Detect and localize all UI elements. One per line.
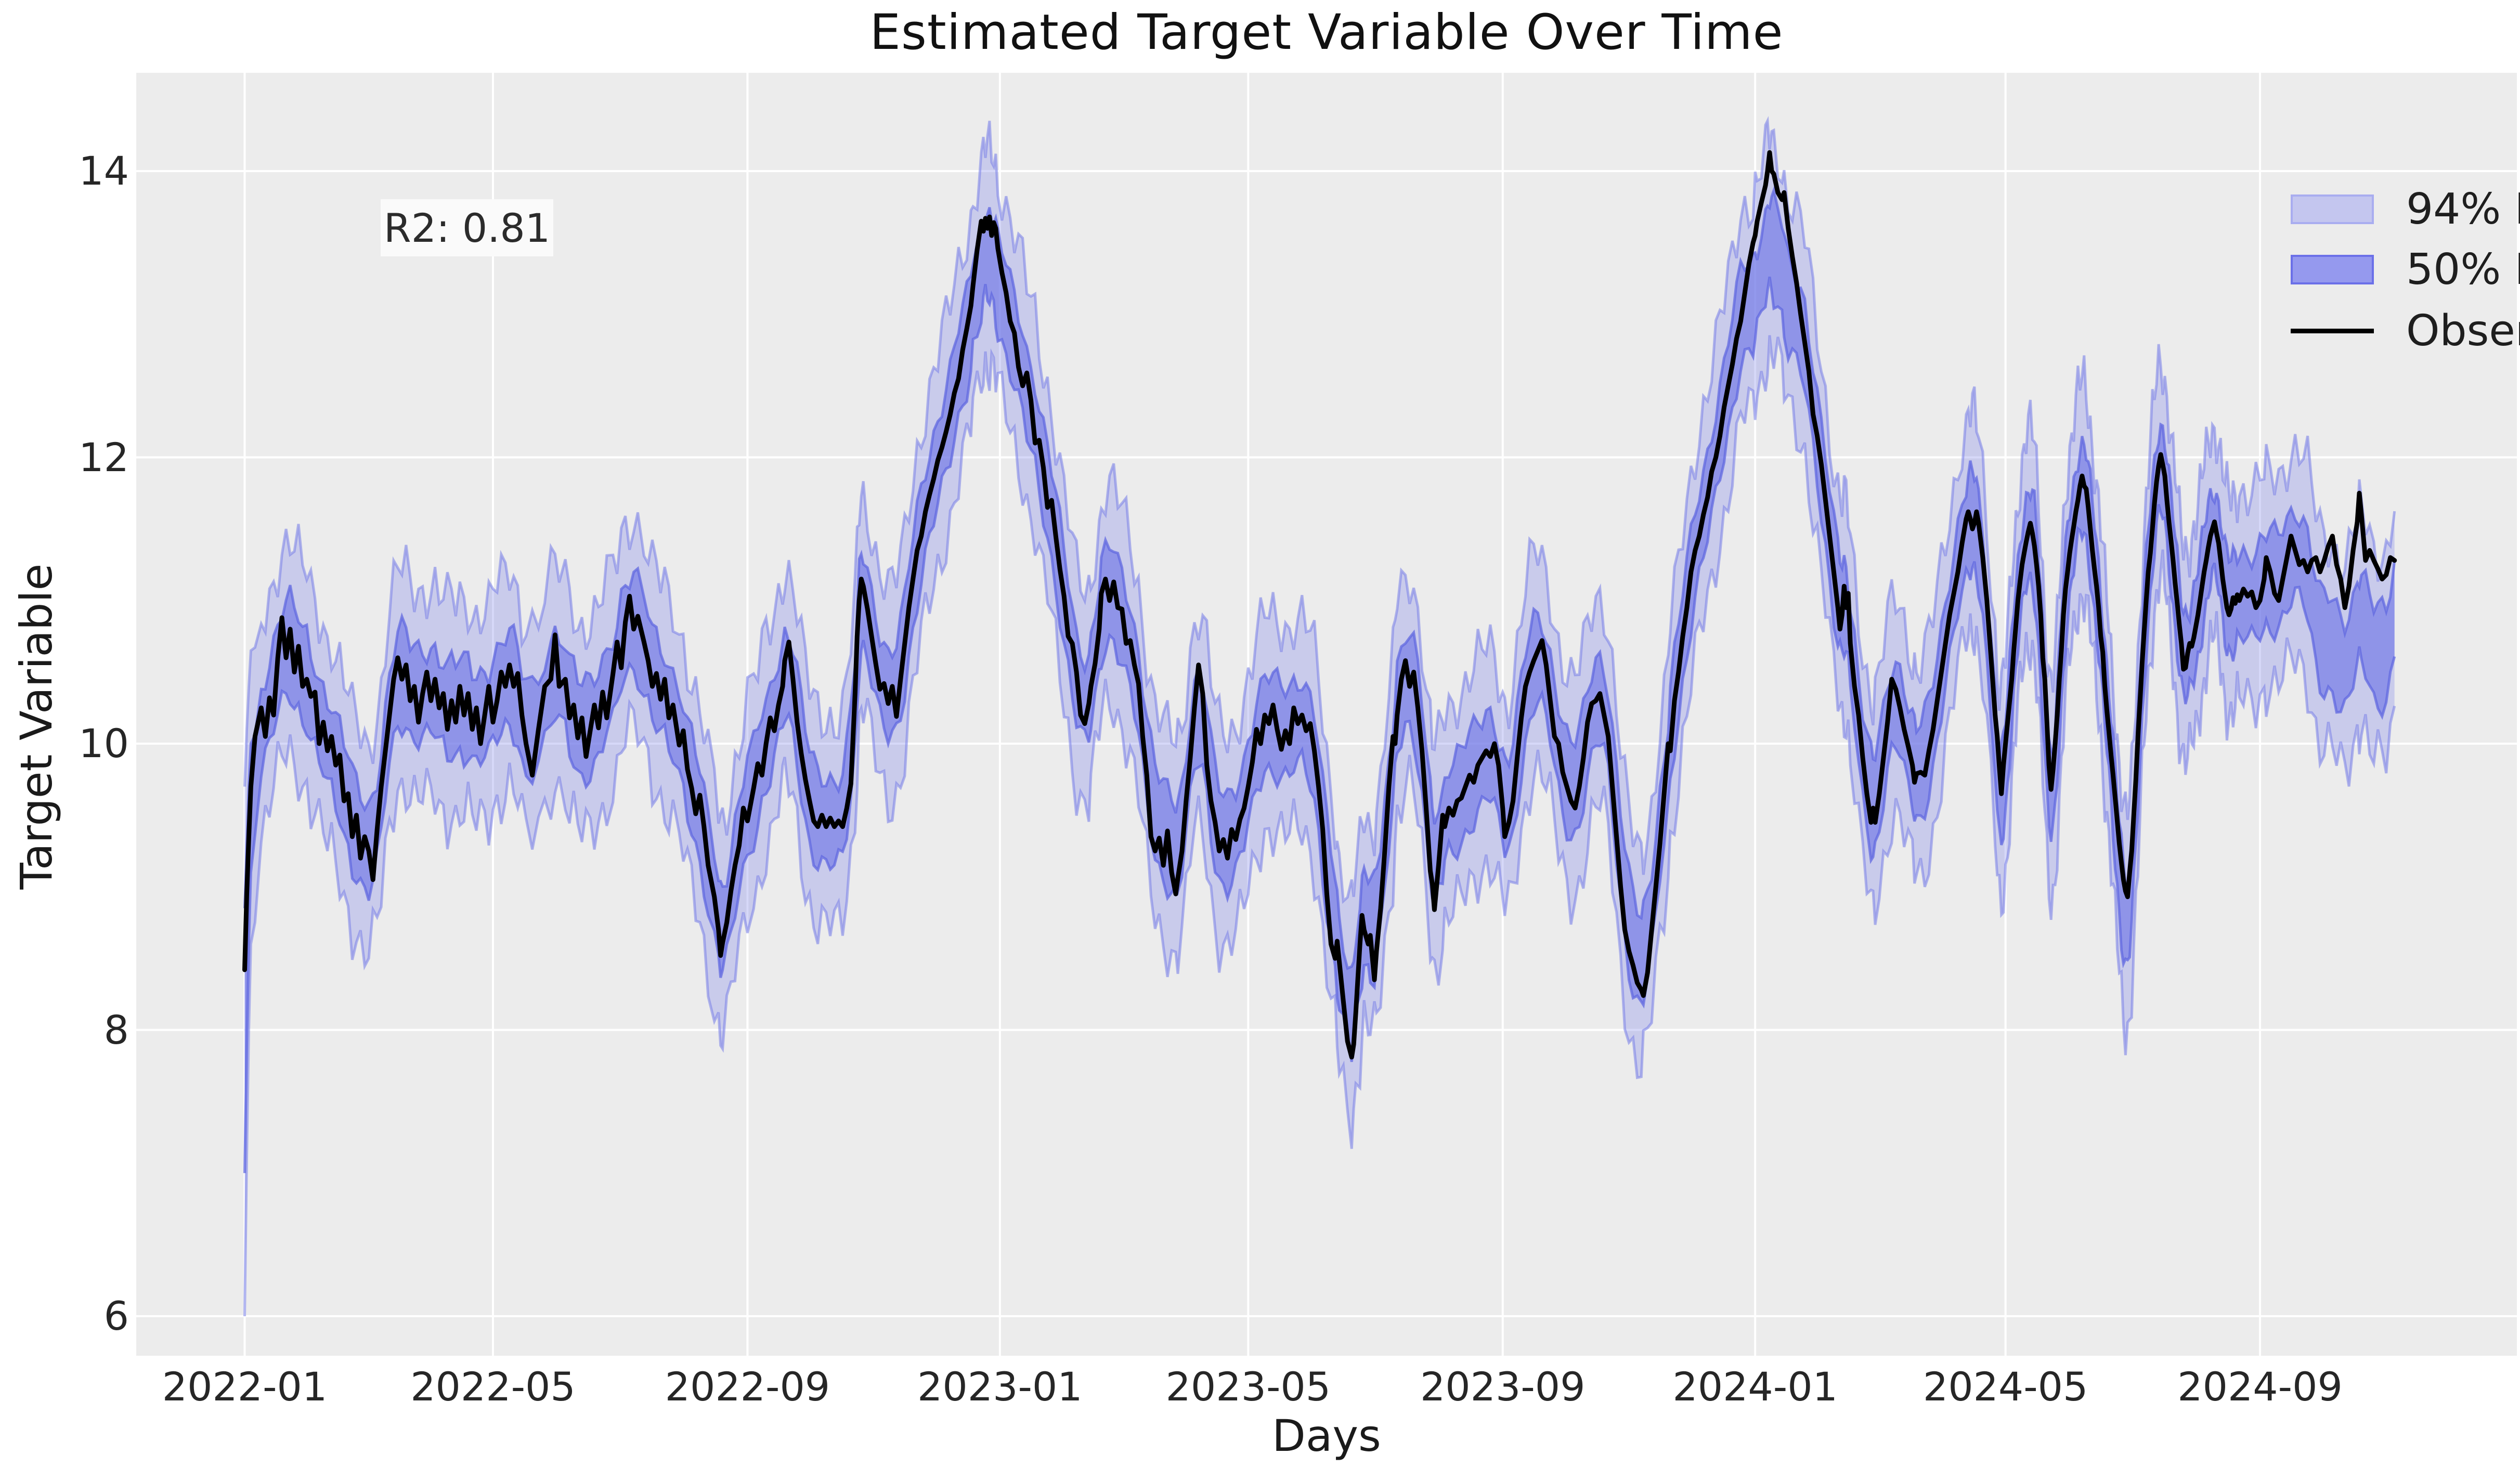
r2-annotation-text: R2: 0.81 [383,204,551,251]
legend-label-observed: Observed [2406,306,2520,356]
chart-title: Estimated Target Variable Over Time [869,4,1784,61]
band-94-lower-edge [243,335,2396,1317]
y-tick-10: 10 [79,720,129,767]
legend-swatch-50-hdi [2291,255,2374,284]
x-tick-2022-09: 2022-09 [665,1364,830,1410]
x-tick-2022-05: 2022-05 [410,1364,576,1410]
r2-annotation: R2: 0.81 [381,199,553,256]
x-tick-2023-05: 2023-05 [1165,1364,1331,1410]
legend-item-94-hdi: 94% HDI [2291,185,2520,234]
legend-swatch-94-hdi [2291,194,2374,224]
x-tick-2024-01: 2024-01 [1672,1364,1838,1410]
legend-label-50-hdi: 50% HDI [2406,245,2520,294]
plot-area: R2: 0.81 94% HDI 50% HDI Observed [136,73,2520,1356]
legend-item-50-hdi: 50% HDI [2291,245,2520,294]
legend-item-observed: Observed [2291,306,2520,356]
observed-line [242,150,2397,1060]
x-tick-2024-05: 2024-05 [1923,1364,2088,1410]
band-50-lower-edge [243,276,2396,1173]
band-94-hdi [244,121,2395,1317]
x-tick-2024-09: 2024-09 [2177,1364,2343,1410]
plot-svg [136,73,2517,1356]
x-tick-2023-01: 2023-01 [917,1364,1083,1410]
y-tick-12: 12 [79,434,129,481]
legend-line-observed [2291,329,2374,333]
y-tick-6: 6 [103,1293,129,1339]
x-tick-2022-01: 2022-01 [162,1364,328,1410]
band-94-upper-edge [243,116,2396,904]
band-50-upper-edge [243,186,2396,970]
y-tick-8: 8 [103,1006,129,1053]
legend-label-94-hdi: 94% HDI [2406,185,2520,234]
y-axis-label: Target Variable [11,563,62,890]
x-tick-2023-09: 2023-09 [1420,1364,1586,1410]
x-axis-label: Days [1272,1410,1381,1461]
y-tick-14: 14 [79,148,129,194]
